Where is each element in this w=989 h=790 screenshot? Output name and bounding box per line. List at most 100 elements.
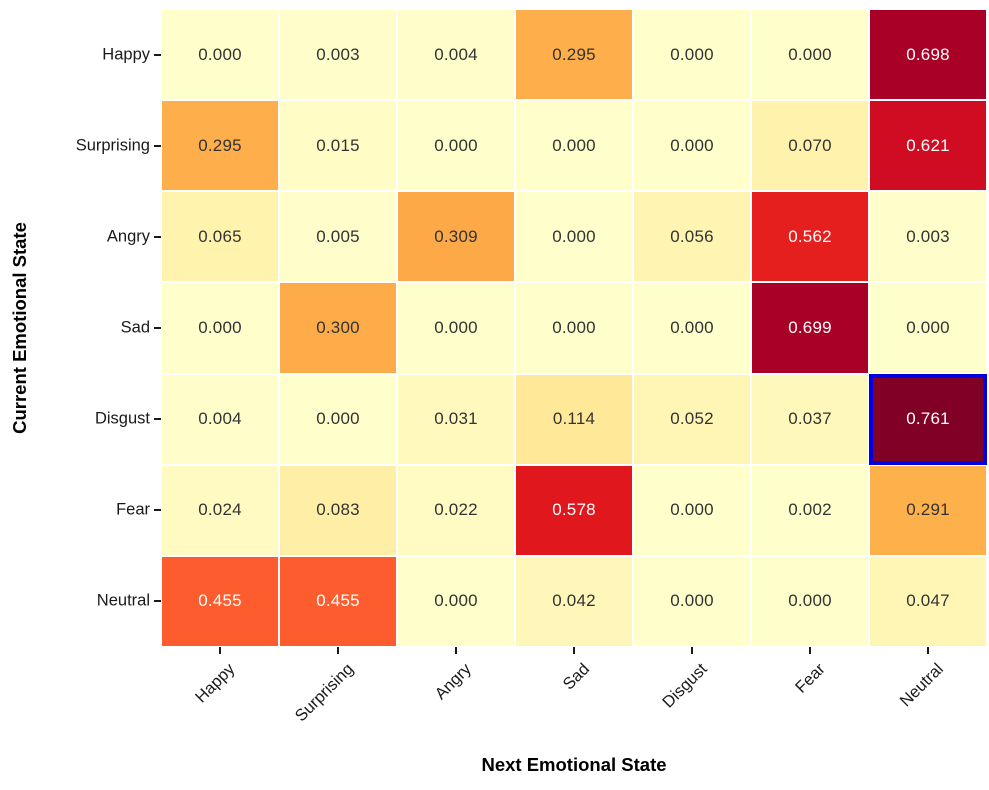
heatmap-cell-disgust-fear: 0.037 [752, 374, 868, 464]
heatmap-cell-angry-happy: 0.065 [162, 192, 278, 282]
x-tick-mark [927, 647, 929, 654]
x-axis-title: Next Emotional State [481, 754, 667, 775]
cell-value: 0.000 [670, 135, 714, 155]
cell-value: 0.004 [198, 409, 242, 429]
heatmap-cell-angry-disgust: 0.056 [634, 192, 750, 282]
heatmap-grid: 0.000 0.003 0.004 0.295 0.000 0.000 0.698 0.295… [162, 10, 987, 646]
heatmap-cell-angry-sad: 0.000 [516, 192, 632, 282]
cell-value: 0.015 [316, 135, 360, 155]
cell-value: 0.455 [316, 591, 360, 611]
heatmap-cell-happy-sad: 0.295 [516, 10, 632, 100]
heatmap-cell-surprising-neutral: 0.621 [870, 101, 986, 191]
x-tick-label-disgust: Disgust [659, 660, 711, 712]
heatmap-cell-happy-happy: 0.000 [162, 10, 278, 100]
cell-value: 0.052 [670, 409, 714, 429]
heatmap-cell-sad-neutral: 0.000 [870, 283, 986, 373]
heatmap-cell-surprising-sad: 0.000 [516, 101, 632, 191]
cell-value: 0.291 [906, 500, 950, 520]
heatmap-cell-disgust-happy: 0.004 [162, 374, 278, 464]
cell-value: 0.000 [434, 591, 478, 611]
cell-value: 0.003 [906, 226, 950, 246]
cell-value: 0.004 [434, 44, 478, 64]
cell-value: 0.000 [670, 591, 714, 611]
cell-value: 0.070 [788, 135, 832, 155]
cell-value: 0.000 [552, 135, 596, 155]
heatmap-cell-neutral-disgust: 0.000 [634, 556, 750, 646]
cell-value: 0.000 [434, 135, 478, 155]
cell-value: 0.300 [316, 317, 360, 337]
cell-value: 0.000 [670, 500, 714, 520]
heatmap-cell-happy-angry: 0.004 [398, 10, 514, 100]
heatmap-cell-sad-disgust: 0.000 [634, 283, 750, 373]
y-tick-mark [154, 144, 161, 147]
cell-value: 0.000 [316, 409, 360, 429]
cell-value: 0.578 [552, 500, 596, 520]
cell-value: 0.000 [670, 317, 714, 337]
heatmap-cell-surprising-disgust: 0.000 [634, 101, 750, 191]
cell-value: 0.000 [670, 44, 714, 64]
cell-value: 0.621 [906, 135, 950, 155]
y-tick-label-surprising: Surprising [75, 136, 150, 155]
cell-value: 0.042 [552, 591, 596, 611]
heatmap-cell-surprising-happy: 0.295 [162, 101, 278, 191]
heatmap-cell-surprising-angry: 0.000 [398, 101, 514, 191]
cell-value: 0.000 [552, 226, 596, 246]
heatmap-cell-happy-fear: 0.000 [752, 10, 868, 100]
y-tick-label-disgust: Disgust [94, 409, 150, 428]
cell-value: 0.024 [198, 500, 242, 520]
heatmap-cell-fear-sad: 0.578 [516, 465, 632, 555]
cell-value: 0.295 [198, 135, 242, 155]
heatmap-cell-disgust-angry: 0.031 [398, 374, 514, 464]
heatmap-cell-happy-disgust: 0.000 [634, 10, 750, 100]
heatmap-cell-disgust-surprising: 0.000 [280, 374, 396, 464]
x-tick-label-happy: Happy [192, 660, 239, 707]
cell-value: 0.005 [316, 226, 360, 246]
y-tick-mark [154, 53, 161, 56]
cell-value: 0.000 [906, 317, 950, 337]
cell-value: 0.065 [198, 226, 242, 246]
y-tick-mark [154, 235, 161, 238]
cell-value: 0.037 [788, 409, 832, 429]
y-tick-mark [154, 509, 161, 512]
heatmap-cell-sad-angry: 0.000 [398, 283, 514, 373]
heatmap-cell-fear-surprising: 0.083 [280, 465, 396, 555]
cell-value: 0.000 [788, 591, 832, 611]
x-tick-label-surprising: Surprising [291, 660, 357, 726]
y-tick-mark [154, 600, 161, 603]
heatmap-cell-happy-neutral: 0.698 [870, 10, 986, 100]
y-tick-mark [154, 418, 161, 421]
heatmap-cell-neutral-sad: 0.042 [516, 556, 632, 646]
heatmap-cell-sad-surprising: 0.300 [280, 283, 396, 373]
cell-value: 0.000 [552, 317, 596, 337]
cell-value: 0.562 [788, 226, 832, 246]
heatmap-cell-angry-angry: 0.309 [398, 192, 514, 282]
x-tick-mark [219, 647, 221, 654]
heatmap-cell-neutral-surprising: 0.455 [280, 556, 396, 646]
x-tick-label-neutral: Neutral [896, 660, 947, 711]
cell-value: 0.114 [552, 409, 596, 429]
cell-value: 0.455 [198, 591, 242, 611]
cell-value: 0.698 [906, 44, 950, 64]
cell-value: 0.047 [906, 591, 950, 611]
heatmap-cell-neutral-happy: 0.455 [162, 556, 278, 646]
heatmap-cell-fear-fear: 0.002 [752, 465, 868, 555]
heatmap-cell-sad-fear: 0.699 [752, 283, 868, 373]
x-tick-mark [691, 647, 693, 654]
cell-value: 0.295 [552, 44, 596, 64]
heatmap-cell-sad-happy: 0.000 [162, 283, 278, 373]
cell-value: 0.000 [198, 317, 242, 337]
x-tick-mark [573, 647, 575, 654]
cell-value: 0.000 [788, 44, 832, 64]
heatmap-cell-fear-happy: 0.024 [162, 465, 278, 555]
heatmap-cell-surprising-fear: 0.070 [752, 101, 868, 191]
y-tick-label-neutral: Neutral [96, 591, 150, 610]
y-tick-label-fear: Fear [116, 500, 150, 519]
heatmap-cell-neutral-neutral: 0.047 [870, 556, 986, 646]
heatmap-cell-angry-fear: 0.562 [752, 192, 868, 282]
heatmap-cell-fear-disgust: 0.000 [634, 465, 750, 555]
heatmap-cell-angry-neutral: 0.003 [870, 192, 986, 282]
cell-value: 0.699 [788, 317, 832, 337]
y-tick-label-happy: Happy [102, 45, 150, 64]
y-tick-label-sad: Sad [120, 318, 150, 337]
x-tick-mark [455, 647, 457, 654]
